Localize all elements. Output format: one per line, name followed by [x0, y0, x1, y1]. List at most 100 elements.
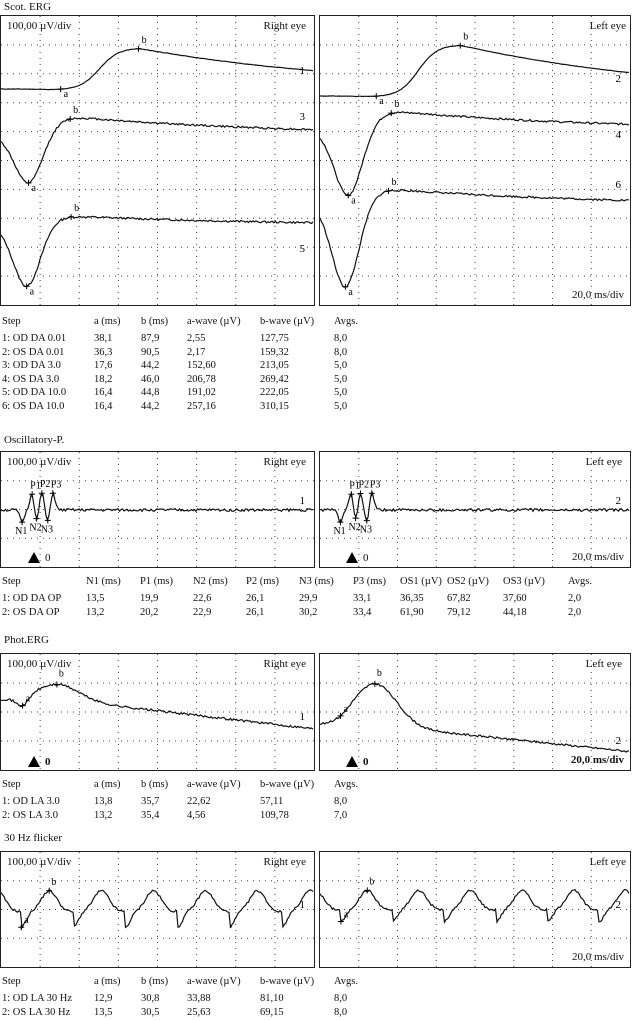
peak-marker	[385, 187, 392, 194]
table-cell: 33,1	[353, 593, 372, 604]
column-header: b-wave (µV)	[260, 316, 315, 327]
table-cell: 57,11	[260, 796, 284, 807]
eye-label: Left eye	[585, 658, 622, 670]
eye-label: Right eye	[263, 456, 306, 468]
table-cell: 191,02	[187, 387, 216, 398]
table-cell: 2,17	[187, 346, 206, 358]
osc-left-eye-panel: 2 N1 P1 N2 P2 N3 P3 Left eye 0 20,0 ms/div	[319, 451, 631, 568]
table-cell: 13,2	[94, 809, 113, 821]
eye-label: Right eye	[263, 856, 306, 868]
table-cell: 4,56	[187, 809, 206, 821]
stimulus-marker-icon	[346, 756, 358, 767]
trace-number-label: 6	[616, 179, 622, 191]
peak-label: P2	[358, 479, 369, 490]
table-cell: 61,90	[400, 606, 424, 618]
trace-number-label: 1	[300, 711, 306, 723]
table-cell: 2: OS LA 3.0	[2, 809, 59, 821]
peak-marker	[38, 490, 45, 497]
waveform-trace	[320, 111, 630, 198]
trace-number-label: 2	[616, 495, 622, 507]
trace-number-label: 2	[616, 73, 622, 85]
eye-label: Left eye	[589, 856, 626, 868]
table-cell: 81,10	[260, 993, 284, 1004]
table-cell: 8,0	[334, 346, 348, 358]
peak-label: N1	[15, 526, 27, 537]
table-cell: 6: OS DA 10.0	[2, 400, 65, 412]
waveform-plot: 2 a b	[320, 852, 630, 967]
peak-marker	[68, 214, 75, 221]
table-cell: 16,4	[94, 400, 113, 412]
table-cell: 22,6	[193, 593, 212, 604]
table-cell: 26,1	[246, 606, 265, 618]
table-cell: 26,1	[246, 593, 265, 604]
waveform-trace	[320, 44, 630, 98]
column-header: Avgs.	[334, 976, 359, 987]
table-cell: 1: OD DA OP	[2, 593, 62, 604]
peak-label: b	[74, 203, 79, 214]
waveform-plot: 1 a b	[1, 654, 314, 770]
table-cell: 33,4	[353, 606, 372, 618]
table-cell: 152,60	[187, 360, 216, 371]
table-cell: 2,0	[568, 593, 582, 604]
table-cell: 8,0	[334, 993, 348, 1004]
peak-label: b	[73, 105, 78, 116]
table-cell: 2: OS DA OP	[2, 606, 60, 618]
waveform-trace	[1, 889, 314, 930]
peak-marker	[371, 680, 378, 687]
waveform-plot: 1 a b	[1, 852, 314, 967]
table-cell: 5,0	[334, 373, 348, 385]
table-cell: 13,5	[86, 593, 105, 604]
table-cell: 2: OS LA 30 Hz	[2, 1006, 71, 1018]
scale-label: 100,00 µV/div	[7, 856, 72, 868]
table-cell: 1: OD LA 30 Hz	[2, 993, 72, 1004]
peak-marker	[33, 515, 40, 522]
table-row: 2: OS LA 30 Hz 13,5 30,5 25,63 69,15 8,0	[0, 1007, 633, 1020]
peak-label: P3	[51, 479, 62, 490]
table-cell: 8,0	[334, 796, 348, 807]
peak-marker	[373, 93, 380, 100]
column-header: N3 (ms)	[299, 576, 334, 587]
column-header: P1 (ms)	[140, 576, 173, 587]
column-header: Avgs.	[568, 576, 593, 587]
time-scale-label: 20,0 ms/div	[572, 951, 624, 963]
peak-marker	[19, 519, 26, 526]
eye-label: Right eye	[263, 20, 306, 32]
column-header: Step	[2, 576, 21, 587]
table-cell: 7,0	[334, 809, 348, 821]
peak-marker	[19, 702, 26, 709]
column-header: OS2 (µV)	[447, 576, 489, 587]
table-cell: 20,2	[140, 606, 159, 618]
table-cell: 8,0	[334, 333, 348, 344]
trace-number-label: 1	[300, 899, 306, 911]
table-cell: 12,9	[94, 993, 113, 1004]
column-header: P2 (ms)	[246, 576, 279, 587]
trace-number-label: 2	[616, 735, 622, 747]
table-cell: 37,60	[503, 593, 527, 604]
peak-marker	[368, 490, 375, 497]
column-header: Step	[2, 316, 21, 327]
peak-marker	[345, 192, 352, 199]
time-scale-label: 20,0 ms/div	[570, 754, 624, 766]
column-header: b (ms)	[141, 976, 169, 987]
peak-marker	[337, 918, 344, 925]
peak-label: N1	[333, 526, 345, 537]
peak-label: P1	[30, 480, 41, 491]
peak-marker	[337, 712, 344, 719]
phot-erg-title: Phot.ERG	[4, 634, 49, 646]
peak-label: a	[26, 694, 31, 705]
column-header: b (ms)	[141, 779, 169, 790]
peak-marker	[348, 491, 355, 498]
peak-marker	[337, 519, 344, 526]
table-cell: 30,8	[141, 993, 160, 1004]
column-header: a-wave (µV)	[187, 976, 241, 987]
peak-marker	[457, 42, 464, 49]
peak-label: a	[343, 704, 348, 715]
column-header: OS3 (µV)	[503, 576, 545, 587]
peak-marker	[44, 517, 51, 524]
table-cell: 3: OD DA 3.0	[2, 360, 61, 371]
table-cell: 44,2	[141, 400, 160, 412]
peak-marker	[18, 924, 25, 931]
table-cell: 2: OS DA 0.01	[2, 346, 65, 358]
